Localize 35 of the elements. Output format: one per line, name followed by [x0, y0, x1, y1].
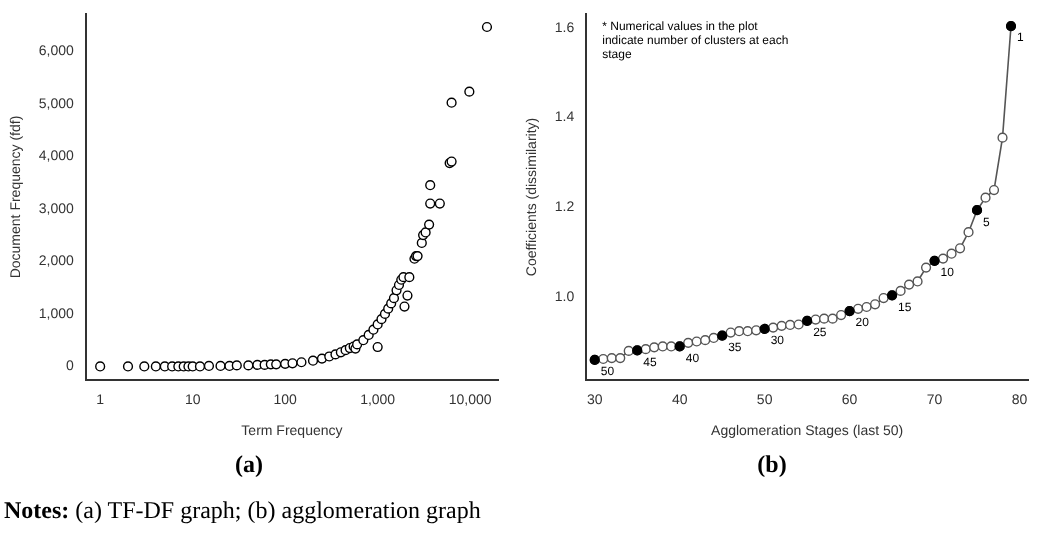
point [869, 299, 881, 310]
point [615, 352, 626, 364]
point [683, 337, 694, 348]
point [776, 320, 787, 331]
point [734, 326, 745, 337]
point [861, 301, 872, 313]
point [980, 192, 991, 203]
point [946, 248, 957, 259]
point [708, 332, 719, 344]
text: Notes: (a) TF-DF graph; (b) agglomeration graph [4, 496, 481, 526]
text: (a) [235, 449, 263, 478]
point [988, 184, 1000, 196]
point [920, 262, 932, 273]
point [606, 352, 617, 364]
point [785, 319, 796, 331]
point [912, 276, 923, 287]
point [853, 303, 864, 314]
point [666, 341, 677, 352]
point [997, 132, 1008, 143]
point [649, 342, 660, 353]
point [819, 313, 830, 324]
point [623, 345, 634, 357]
text: (b) [757, 449, 787, 478]
point [700, 335, 711, 346]
point [954, 243, 966, 254]
point [937, 253, 949, 264]
point [895, 285, 906, 296]
point [963, 227, 974, 238]
point [836, 309, 847, 321]
point [751, 325, 762, 336]
point [742, 326, 753, 337]
point [793, 319, 804, 330]
point [878, 292, 889, 304]
point [827, 313, 838, 324]
point [903, 279, 915, 290]
